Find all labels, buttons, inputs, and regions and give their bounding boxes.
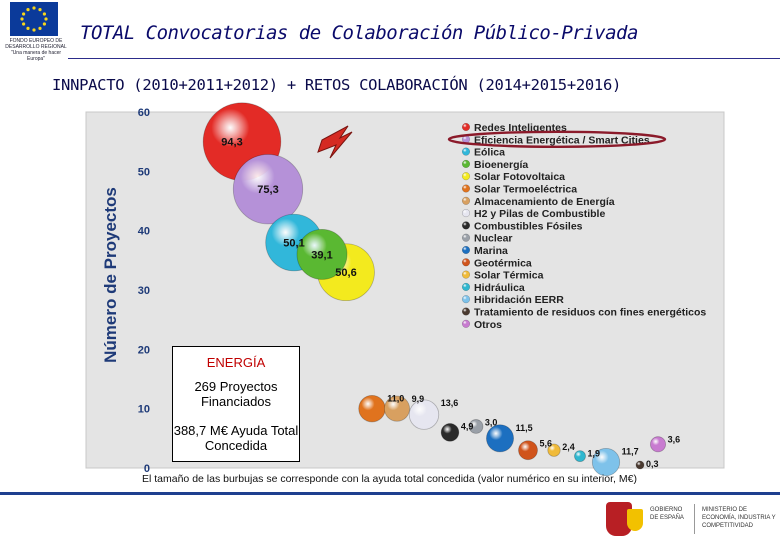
bubble-point (296, 228, 348, 280)
legend-marker (461, 233, 471, 242)
y-tick-label: 60 (138, 107, 150, 119)
legend-entry: Eficiencia Energética / Smart Cities (474, 134, 650, 146)
legend-entry: Almacenamiento de Energía (474, 196, 615, 208)
legend-entry: H2 y Pilas de Combustible (474, 208, 605, 220)
footer-logos: GOBIERNO DE ESPAÑA MINISTERIO DE ECONOMÍ… (590, 500, 780, 540)
legend-entry: Geotérmica (474, 257, 532, 269)
page-subtitle: INNPACTO (2010+2011+2012) + RETOS COLABO… (52, 76, 622, 94)
page-title: TOTAL Convocatorias de Colaboración Públ… (80, 22, 638, 44)
legend-entry: Hibridación EERR (474, 294, 564, 306)
bubble-data-label: 1,9 (588, 449, 601, 459)
bubble-data-label: 39,1 (311, 249, 332, 261)
chart-footnote: El tamaño de las burbujas se corresponde… (142, 473, 637, 485)
legend-entry: Solar Fotovoltaica (474, 171, 565, 183)
footer-logo-divider (694, 504, 695, 534)
bubble-point (650, 436, 666, 453)
legend-marker (461, 159, 471, 168)
y-axis-label: Número de Proyectos (101, 187, 120, 363)
y-axis-ticks: 0 10 20 30 40 50 60 (138, 107, 150, 475)
bubble-point (547, 443, 561, 457)
y-tick-label: 10 (138, 404, 150, 416)
energy-summary-box: ENERGÍA 269 Proyectos Financiados 388,7 … (172, 346, 300, 462)
bubble-point (408, 399, 440, 430)
bubble-point (591, 447, 621, 477)
footer-divider (0, 492, 780, 495)
header-divider (68, 58, 780, 59)
bubble-data-label: 11,7 (622, 446, 639, 456)
energy-box-title: ENERGÍA (206, 355, 266, 370)
legend-marker (461, 147, 471, 156)
y-tick-label: 40 (138, 226, 150, 238)
ministry-text: MINISTERIO DE ECONOMÍA, INDUSTRIA Y COMP… (702, 507, 776, 529)
legend-marker (461, 196, 471, 205)
bubble-data-label: 3,6 (668, 435, 681, 445)
bubble-data-label: 2,4 (562, 442, 575, 452)
legend-marker (461, 221, 471, 230)
bubble-data-label: 13,6 (441, 398, 459, 408)
bubble-data-label: 11,0 (387, 393, 404, 403)
legend-entry: Eólica (474, 147, 505, 159)
y-tick-label: 0 (144, 463, 150, 475)
bubble-point (232, 154, 304, 225)
lightning-icon (317, 125, 353, 159)
bubble-data-label: 3,0 (485, 418, 498, 428)
bubble-point (440, 423, 460, 442)
legend-entry: Bioenergía (474, 159, 528, 171)
energy-box-funding: 388,7 M€ Ayuda Total Concedida (173, 423, 299, 453)
bubble-point (518, 440, 538, 461)
coat-of-arms-icon (606, 502, 643, 536)
legend-highlight-ring (447, 130, 667, 149)
legend-marker (461, 172, 471, 181)
legend-marker (461, 245, 471, 255)
bubbles: 94,3 75,3 50,1 39,150,6 11,0 9,9 13,6 4,9 3,0 11,… (202, 102, 681, 477)
legend-marker (461, 282, 471, 291)
bubble-data-label: 11,5 (516, 423, 533, 433)
y-tick-label: 50 (138, 166, 150, 178)
legend-marker (461, 184, 471, 193)
legend-entry: Solar Termoeléctrica (474, 184, 577, 196)
legend-marker (461, 295, 471, 304)
energy-box-projects: 269 Proyectos Financiados (194, 379, 278, 409)
legend-marker (461, 319, 471, 328)
legend-marker (461, 270, 471, 279)
bubble-point (486, 424, 514, 453)
bubble-point (574, 450, 586, 463)
legend-marker (461, 209, 471, 218)
legend-entry: Solar Térmica (474, 270, 544, 282)
eu-logo-text: FONDO EUROPEO DE DESARROLLO REGIONAL "Un… (5, 38, 67, 62)
y-tick-label: 30 (138, 285, 150, 297)
legend-entry: Otros (474, 319, 502, 331)
legend-marker (461, 258, 471, 267)
bubble-data-label: 50,6 (335, 267, 356, 279)
bubble-point (468, 419, 484, 434)
bubble-data-label: 94,3 (221, 137, 242, 149)
legend-entry: Marina (474, 245, 508, 257)
bubble-point (635, 460, 645, 470)
legend-entry: Hidráulica (474, 282, 525, 294)
bubble-point (384, 395, 410, 422)
legend-marker (461, 122, 471, 132)
eu-flag-icon (10, 2, 58, 36)
bubble-data-label: 0,3 (646, 459, 659, 469)
bubble-data-label: 5,6 (539, 439, 552, 449)
legend-entry: Tratamiento de residuos con fines energé… (474, 307, 706, 319)
bubble-data-label: 75,3 (257, 184, 278, 196)
legend-entry: Combustibles Fósiles (474, 220, 583, 232)
eu-logo: FONDO EUROPEO DE DESARROLLO REGIONAL "Un… (4, 2, 67, 62)
legend-marker (461, 307, 471, 316)
gobierno-text: GOBIERNO DE ESPAÑA (650, 507, 684, 521)
bubble-data-label: 9,9 (412, 394, 425, 404)
bubble-data-label: 4,9 (461, 422, 474, 432)
bubble-data-label: 50,1 (283, 238, 304, 250)
bubble-point (358, 395, 386, 423)
y-tick-label: 20 (138, 344, 150, 356)
legend-entry: Nuclear (474, 233, 513, 245)
